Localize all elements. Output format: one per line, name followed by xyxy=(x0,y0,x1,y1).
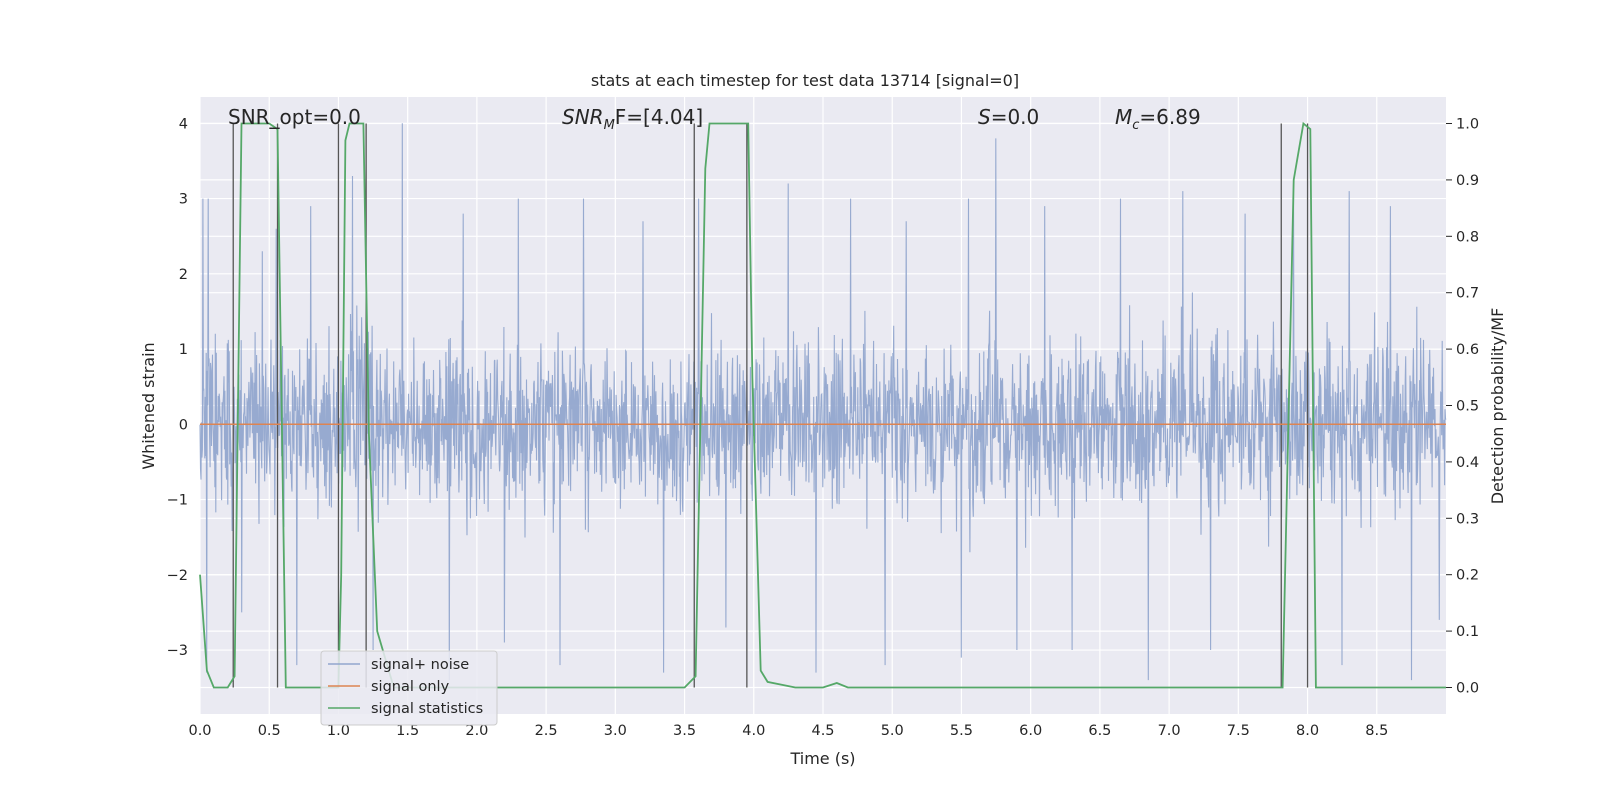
legend-label-signal-only: signal only xyxy=(371,679,450,695)
series-signal-noise xyxy=(199,123,1447,681)
annotation-s-italic: S xyxy=(978,105,991,129)
annotation-snr-mf: SNRMF=[4.04] xyxy=(562,105,703,133)
y-tick-label: 3 xyxy=(179,192,188,208)
series-signal-statistics xyxy=(199,121,1446,689)
y-right-tick-label: 0.0 xyxy=(1456,680,1479,696)
x-tick-label: 1.0 xyxy=(327,723,350,739)
y-right-tick-label: 1.0 xyxy=(1456,117,1479,133)
y-tick-label: 0 xyxy=(179,417,188,433)
x-tick-label: 3.5 xyxy=(673,723,696,739)
x-tick-label: 6.5 xyxy=(1088,723,1111,739)
x-tick-labels: 0.0 0.5 1.0 1.5 2.0 2.5 3.0 3.5 4.0 4.5 5.0 5.5 6.0 6… xyxy=(188,723,1388,739)
vertical-markers xyxy=(232,123,1309,688)
y-right-tick-label: 0.8 xyxy=(1456,229,1479,245)
y-right-tick-label: 0.3 xyxy=(1456,511,1479,527)
x-axis-label: Time (s) xyxy=(789,749,855,768)
y-right-tick-labels: 0.0 0.1 0.2 0.3 0.4 0.5 0.6 0.7 0.8 0.9 1.0 xyxy=(1446,117,1479,696)
x-tick-label: 1.5 xyxy=(396,723,419,739)
signal-noise-line xyxy=(199,123,1447,681)
signal-statistics-line xyxy=(199,121,1446,689)
y-axis-label: Whitened strain xyxy=(139,342,158,469)
x-tick-label: 7.5 xyxy=(1227,723,1250,739)
legend-label-signal-statistics: signal statistics xyxy=(371,701,483,717)
y-tick-label: −1 xyxy=(167,493,188,509)
y-tick-label: −2 xyxy=(167,568,188,584)
x-tick-label: 2.0 xyxy=(465,723,488,739)
x-tick-label: 4.0 xyxy=(742,723,765,739)
y-right-tick-label: 0.4 xyxy=(1456,455,1479,471)
x-tick-label: 6.0 xyxy=(1019,723,1042,739)
y-right-tick-label: 0.7 xyxy=(1456,286,1479,302)
y-tick-label: 1 xyxy=(179,342,188,358)
y-right-tick-label: 0.6 xyxy=(1456,342,1479,358)
y-right-tick-label: 0.5 xyxy=(1456,399,1479,415)
y-right-tick-label: 0.1 xyxy=(1456,624,1479,640)
annotation-mc-base: M xyxy=(1115,105,1132,129)
x-tick-label: 0.5 xyxy=(258,723,281,739)
legend: signal+ noise signal only signal statist… xyxy=(320,650,498,726)
annotation-snr-opt: SNR_opt=0.0 xyxy=(228,105,361,129)
annotation-mc: Mc=6.89 xyxy=(1115,105,1201,133)
legend-box xyxy=(320,650,498,726)
annotation-s: S=0.0 xyxy=(978,105,1039,129)
x-tick-label: 5.5 xyxy=(950,723,973,739)
annotation-mc-rest: =6.89 xyxy=(1139,105,1200,129)
y-tick-label: 4 xyxy=(179,116,188,132)
x-tick-label: 2.5 xyxy=(535,723,558,739)
x-tick-label: 8.0 xyxy=(1296,723,1319,739)
annotation-snr-mf-base: SNR xyxy=(562,105,604,129)
y-tick-label: −3 xyxy=(167,643,188,659)
x-tick-label: 8.5 xyxy=(1365,723,1388,739)
y-tick-label: 2 xyxy=(179,267,188,283)
annotation-snr-mf-rest: F=[4.04] xyxy=(615,105,703,129)
y-right-tick-label: 0.9 xyxy=(1456,173,1479,189)
legend-label-signal-noise: signal+ noise xyxy=(371,657,469,673)
x-tick-label: 4.5 xyxy=(811,723,834,739)
x-tick-label: 7.0 xyxy=(1158,723,1181,739)
y-tick-labels: −3 −2 −1 0 1 2 3 4 xyxy=(167,116,188,659)
y-right-axis-label: Detection probability/MF xyxy=(1488,308,1507,505)
x-tick-label: 5.0 xyxy=(881,723,904,739)
annotation-mc-sub: c xyxy=(1132,118,1139,133)
annotation-s-rest: =0.0 xyxy=(991,105,1040,129)
annotation-snr-mf-sub: M xyxy=(604,118,615,133)
y-right-tick-label: 0.2 xyxy=(1456,568,1479,584)
x-tick-label: 3.0 xyxy=(604,723,627,739)
x-tick-label: 0.0 xyxy=(188,723,211,739)
chart-title: stats at each timestep for test data 137… xyxy=(591,71,1019,90)
